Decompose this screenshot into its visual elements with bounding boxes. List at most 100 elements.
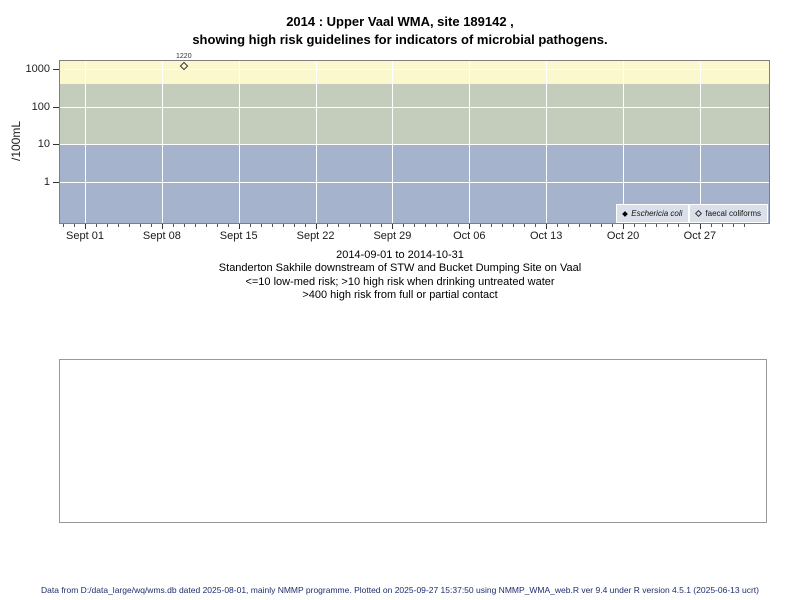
- chart-title: 2014 : Upper Vaal WMA, site 189142 , sho…: [0, 13, 800, 48]
- chart-title-line2: showing high risk guidelines for indicat…: [192, 31, 608, 47]
- legend-item-escherichia-coli: Eschericia coli: [616, 204, 690, 223]
- x-minor-tick: [688, 224, 690, 227]
- vgridline: [392, 60, 394, 224]
- risk-band-high-risk-drinking: [59, 84, 770, 145]
- vgridline: [546, 60, 548, 224]
- x-minor-tick: [194, 224, 196, 227]
- legend-item-faecal-coliforms: faecal coliforms: [689, 204, 768, 223]
- x-minor-tick: [326, 224, 328, 227]
- x-minor-tick: [139, 224, 141, 227]
- x-tick-label: Sept 22: [296, 230, 335, 242]
- x-minor-tick: [183, 224, 185, 227]
- x-minor-tick: [579, 224, 581, 227]
- x-minor-tick: [304, 224, 306, 227]
- x-minor-tick: [63, 224, 65, 227]
- vgridline: [699, 60, 701, 224]
- x-tick: [546, 224, 548, 229]
- x-tick-label: Oct 20: [606, 230, 640, 242]
- x-minor-tick: [271, 224, 273, 227]
- x-minor-tick: [348, 224, 350, 227]
- x-minor-tick: [337, 224, 339, 227]
- x-minor-tick: [227, 224, 229, 227]
- x-tick: [238, 224, 240, 229]
- x-minor-tick: [106, 224, 108, 227]
- chart-title-line1: 2014 : Upper Vaal WMA, site 189142 ,: [286, 14, 514, 29]
- x-minor-tick: [293, 224, 295, 227]
- x-tick: [623, 224, 625, 229]
- x-minor-tick: [414, 224, 416, 227]
- caption-date-range: 2014-09-01 to 2014-10-31: [336, 249, 464, 261]
- x-tick-label: Sept 15: [219, 230, 258, 242]
- x-tick-label: Oct 06: [453, 230, 486, 242]
- y-axis-title: /100mL: [9, 120, 23, 162]
- open-diamond-icon: [695, 209, 703, 218]
- x-minor-tick: [128, 224, 130, 227]
- x-tick-label: Oct 27: [683, 230, 717, 242]
- vgridline: [85, 60, 86, 224]
- x-minor-tick: [403, 224, 405, 227]
- legend-label: faecal coliforms: [705, 209, 761, 218]
- x-minor-tick: [601, 224, 603, 227]
- x-minor-tick: [710, 224, 712, 227]
- x-minor-tick: [436, 224, 438, 227]
- x-minor-tick: [557, 224, 559, 227]
- filled-diamond-icon: [622, 210, 629, 217]
- vgridline: [315, 60, 317, 224]
- x-minor-tick: [480, 224, 482, 227]
- x-minor-tick: [743, 224, 745, 227]
- legend-label: Eschericia coli: [631, 209, 683, 218]
- x-minor-tick: [216, 224, 218, 227]
- x-minor-tick: [732, 224, 734, 227]
- caption-site-description: Standerton Sakhile downstream of STW and…: [218, 262, 582, 275]
- x-minor-tick: [458, 224, 460, 227]
- empty-panel: [59, 359, 767, 523]
- x-minor-tick: [370, 224, 372, 227]
- x-minor-tick: [590, 224, 592, 227]
- x-minor-tick: [381, 224, 383, 227]
- x-minor-tick: [491, 224, 493, 227]
- x-minor-tick: [150, 224, 152, 227]
- legend: Eschericia coli faecal coliforms: [616, 204, 768, 223]
- x-tick: [85, 224, 86, 229]
- chart-captions: 2014-09-01 to 2014-10-31 Standerton Sakh…: [0, 249, 800, 303]
- x-minor-tick: [425, 224, 427, 227]
- x-minor-tick: [524, 224, 526, 227]
- x-minor-tick: [721, 224, 723, 227]
- x-tick-label: Oct 13: [529, 230, 563, 242]
- vgridline: [623, 60, 625, 224]
- y-tick-label: 1: [43, 176, 50, 189]
- x-minor-tick: [205, 224, 207, 227]
- hgridline-100: [59, 106, 770, 108]
- x-minor-tick: [634, 224, 635, 227]
- x-tick-label: Sept 08: [142, 230, 181, 242]
- x-minor-tick: [612, 224, 614, 227]
- x-minor-tick: [513, 224, 515, 227]
- x-tick: [469, 224, 471, 229]
- x-tick-label: Sept 29: [373, 230, 412, 242]
- x-minor-tick: [282, 224, 284, 227]
- x-minor-tick: [447, 224, 449, 227]
- y-tick-label: 1000: [25, 63, 50, 75]
- x-minor-tick: [95, 224, 97, 227]
- x-minor-tick: [359, 224, 361, 227]
- x-minor-tick: [677, 224, 679, 227]
- y-tick-label: 100: [31, 100, 50, 113]
- x-minor-tick: [655, 224, 657, 227]
- footer-note: Data from D:/data_large/wq/wms.db dated …: [41, 585, 759, 595]
- risk-band-high-risk-contact: [59, 61, 770, 84]
- hgridline-1000: [59, 69, 770, 70]
- x-minor-tick: [74, 224, 76, 227]
- vgridline: [238, 60, 240, 224]
- x-minor-tick: [249, 224, 251, 227]
- x-minor-tick: [117, 224, 119, 227]
- plot-area: [59, 60, 770, 224]
- caption-risk-drinking: <=10 low-med risk; >10 high risk when dr…: [245, 275, 555, 288]
- vgridline: [161, 60, 163, 224]
- hgridline-10: [59, 144, 770, 146]
- x-minor-tick: [666, 224, 668, 227]
- x-minor-tick: [172, 224, 174, 227]
- x-tick-label: Sept 01: [66, 230, 104, 242]
- x-tick: [392, 224, 394, 229]
- x-tick: [315, 224, 317, 229]
